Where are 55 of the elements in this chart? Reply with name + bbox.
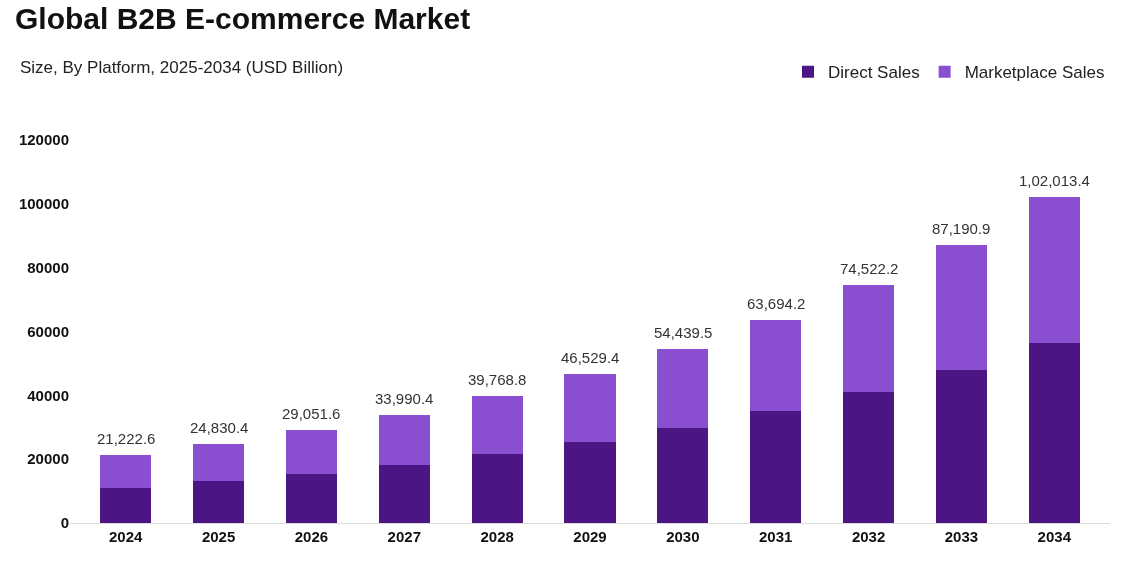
y-tick-label: 100000	[18, 195, 69, 213]
bar	[1028, 197, 1080, 343]
bar	[657, 427, 709, 523]
bar	[378, 464, 430, 523]
bar	[843, 285, 895, 393]
bar	[935, 369, 987, 523]
total-label: 87,190.9	[932, 220, 991, 237]
total-label: 24,830.4	[190, 419, 249, 436]
bar	[935, 244, 987, 370]
bar	[1028, 342, 1080, 523]
y-tick-label: 40000	[27, 386, 69, 404]
total-label: 46,529.4	[561, 349, 620, 366]
x-tick-label: 2032	[851, 528, 886, 545]
bar	[564, 374, 616, 443]
y-tick-label: 20000	[27, 450, 69, 468]
x-tick-label: 2034	[1037, 528, 1072, 545]
x-tick-label: 2033	[944, 528, 979, 545]
total-label: 21,222.6	[97, 430, 156, 447]
chart-title: Global B2B E-commerce Market	[15, 2, 471, 35]
x-tick-label: 2028	[480, 528, 514, 545]
legend-label: Direct Sales	[828, 63, 920, 83]
total-label: 39,768.8	[468, 371, 527, 388]
total-label: 54,439.5	[654, 324, 713, 341]
x-tick-label: 2029	[573, 528, 607, 545]
x-tick-label: 2031	[759, 528, 793, 545]
bar	[750, 319, 802, 412]
x-tick-label: 2026	[294, 528, 329, 545]
total-label: 1,02,013.4	[1019, 172, 1090, 189]
y-tick-label: 120000	[18, 131, 69, 149]
bar	[750, 411, 802, 523]
bar	[193, 481, 245, 523]
total-label: 29,051.6	[282, 405, 341, 422]
x-tick-label: 2027	[387, 528, 421, 545]
y-tick-label: 0	[60, 514, 69, 532]
bar	[285, 430, 337, 474]
x-tick-label: 2024	[109, 528, 144, 545]
y-tick-label: 80000	[27, 258, 69, 276]
bar	[471, 396, 523, 455]
bar	[193, 443, 245, 482]
legend-label: Marketplace Sales	[964, 63, 1105, 83]
bar	[657, 349, 709, 428]
chart-subtitle: Size, By Platform, 2025-2034 (USD Billion)	[20, 58, 344, 77]
bar	[100, 488, 152, 523]
total-label: 63,694.2	[747, 295, 806, 312]
x-tick-label: 2025	[201, 528, 236, 545]
bar	[285, 473, 337, 523]
total-label: 33,990.4	[375, 390, 434, 407]
bar	[843, 392, 895, 523]
bar	[471, 454, 523, 523]
bar	[100, 455, 152, 489]
bar	[378, 414, 430, 465]
total-label: 74,522.2	[840, 260, 899, 277]
x-tick-label: 2030	[666, 528, 700, 545]
y-tick-label: 60000	[27, 322, 69, 340]
bar	[564, 442, 616, 523]
